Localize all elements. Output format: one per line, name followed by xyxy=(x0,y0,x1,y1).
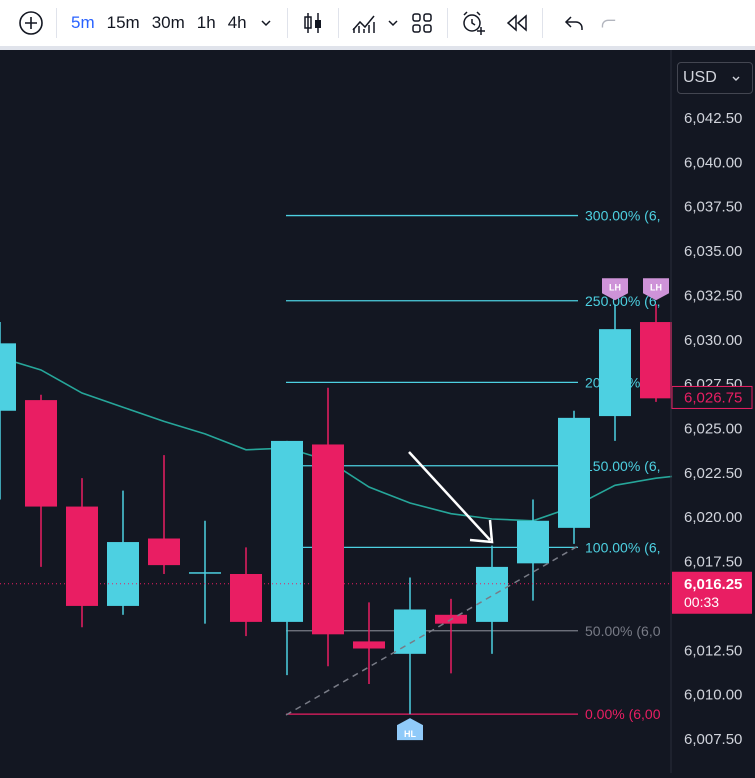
replay-icon[interactable] xyxy=(500,6,534,40)
price-tick-label: 6,035.00 xyxy=(684,243,742,260)
candle[interactable] xyxy=(517,499,549,601)
price-tick-label: 6,007.50 xyxy=(684,731,742,748)
candle-body xyxy=(640,322,672,399)
candle[interactable] xyxy=(0,322,16,500)
candle-body xyxy=(271,440,303,622)
candlestick-chart[interactable]: 300.00% (6,250.00% (6,200.00% (6,150.00%… xyxy=(0,50,755,773)
annotation-arrow xyxy=(408,451,491,541)
candle-body xyxy=(558,417,590,528)
chevron-down-icon[interactable] xyxy=(253,6,279,40)
candle[interactable] xyxy=(353,602,385,684)
price-tick-label: 6,025.00 xyxy=(684,421,742,438)
candle[interactable] xyxy=(312,387,344,667)
current-price-text: 6,016.25 xyxy=(684,576,742,593)
swing-marker: LH xyxy=(643,278,669,301)
price-tick-label: 6,032.50 xyxy=(684,287,742,304)
price-tick-label: 6,030.00 xyxy=(684,332,742,349)
price-tick-label: 6,042.50 xyxy=(684,110,742,127)
chevron-down-icon xyxy=(732,76,740,81)
layout-grid-icon[interactable] xyxy=(405,6,439,40)
swing-marker: HL xyxy=(397,718,423,741)
timeframe-4h-button[interactable]: 4h xyxy=(227,13,247,32)
candle-body xyxy=(353,641,385,649)
candle-body xyxy=(230,573,262,622)
candle-body xyxy=(312,444,344,635)
last-price-text: 6,026.75 xyxy=(684,389,742,406)
fib-level-label: 300.00% (6, xyxy=(585,208,661,224)
candle[interactable] xyxy=(25,394,57,567)
add-symbol-icon[interactable] xyxy=(14,6,48,40)
toolbar-divider xyxy=(56,8,57,38)
current-price-label: 6,016.25 00:33 xyxy=(672,571,752,614)
candle[interactable] xyxy=(394,577,426,715)
marker-shape xyxy=(602,278,628,301)
marker-label: HL xyxy=(404,729,416,739)
timeframe-1h-button[interactable]: 1h xyxy=(196,13,216,32)
trend-line-dashed xyxy=(285,545,579,716)
candle[interactable] xyxy=(435,598,467,674)
candle[interactable] xyxy=(476,545,508,654)
fib-level-label: 100.00% (6, xyxy=(585,539,661,555)
candle-body xyxy=(66,506,98,606)
swing-marker: LH xyxy=(602,278,628,301)
price-tick-label: 6,040.00 xyxy=(684,154,742,171)
fib-level-label: 50.00% (6,0 xyxy=(585,623,661,639)
price-tick-label: 6,017.50 xyxy=(684,554,742,571)
toolbar-divider xyxy=(337,8,339,38)
candle[interactable] xyxy=(230,547,262,637)
candle-body xyxy=(107,542,139,606)
candle[interactable] xyxy=(66,478,98,628)
price-tick-label: 6,010.00 xyxy=(684,687,742,704)
marker-label: LH xyxy=(609,282,621,292)
marker-shape xyxy=(643,278,669,301)
countdown-text: 00:33 xyxy=(684,594,719,610)
candle-body xyxy=(189,572,221,574)
candle[interactable] xyxy=(599,304,631,441)
toolbar-divider xyxy=(286,8,288,38)
toolbar-divider xyxy=(446,8,448,38)
price-tick-label: 6,022.50 xyxy=(684,465,742,482)
price-tick-label: 6,012.50 xyxy=(684,642,742,659)
marker-shape xyxy=(397,718,423,741)
candle[interactable] xyxy=(189,520,221,624)
redo-icon[interactable] xyxy=(597,6,617,40)
chevron-down-icon[interactable] xyxy=(381,6,405,40)
candle[interactable] xyxy=(640,304,672,402)
candle-body xyxy=(599,329,631,417)
timeframe-15m-button[interactable]: 15m xyxy=(106,13,140,32)
timeframe-30m-button[interactable]: 30m xyxy=(151,13,185,32)
candle-body xyxy=(517,520,549,564)
candle[interactable] xyxy=(107,490,139,615)
price-tick-label: 6,020.00 xyxy=(684,509,742,526)
currency-selector[interactable]: USD xyxy=(677,62,753,94)
candles-icon[interactable] xyxy=(296,6,330,40)
price-tick-label: 6,037.50 xyxy=(684,199,742,216)
currency-label: USD xyxy=(683,69,717,86)
candle-body xyxy=(148,538,180,566)
candle[interactable] xyxy=(148,455,180,574)
candle[interactable] xyxy=(271,440,303,676)
candle[interactable] xyxy=(558,410,590,544)
toolbar-divider xyxy=(541,8,543,38)
undo-icon[interactable] xyxy=(557,6,591,40)
candle-body xyxy=(25,400,57,507)
annotation-arrow-head xyxy=(469,519,494,544)
last-price-label: 6,026.75 xyxy=(671,385,753,409)
candle-body xyxy=(394,609,426,654)
fib-level-label: 250.00% (6, xyxy=(585,293,661,309)
fib-level-label: 150.00% (6, xyxy=(585,458,661,474)
fib-level-label: 0.00% (6,00 xyxy=(585,706,661,722)
marker-label: LH xyxy=(650,282,662,292)
alert-clock-icon[interactable] xyxy=(456,6,490,40)
candle-body xyxy=(476,566,508,622)
candle-body xyxy=(0,343,16,411)
timeframe-5m-button[interactable]: 5m xyxy=(71,13,95,32)
indicators-icon[interactable] xyxy=(347,6,381,40)
chart-area[interactable]: 300.00% (6,250.00% (6,200.00% (6,150.00%… xyxy=(0,50,755,773)
top-toolbar: 5m 15m 30m 1h 4h xyxy=(0,0,755,50)
